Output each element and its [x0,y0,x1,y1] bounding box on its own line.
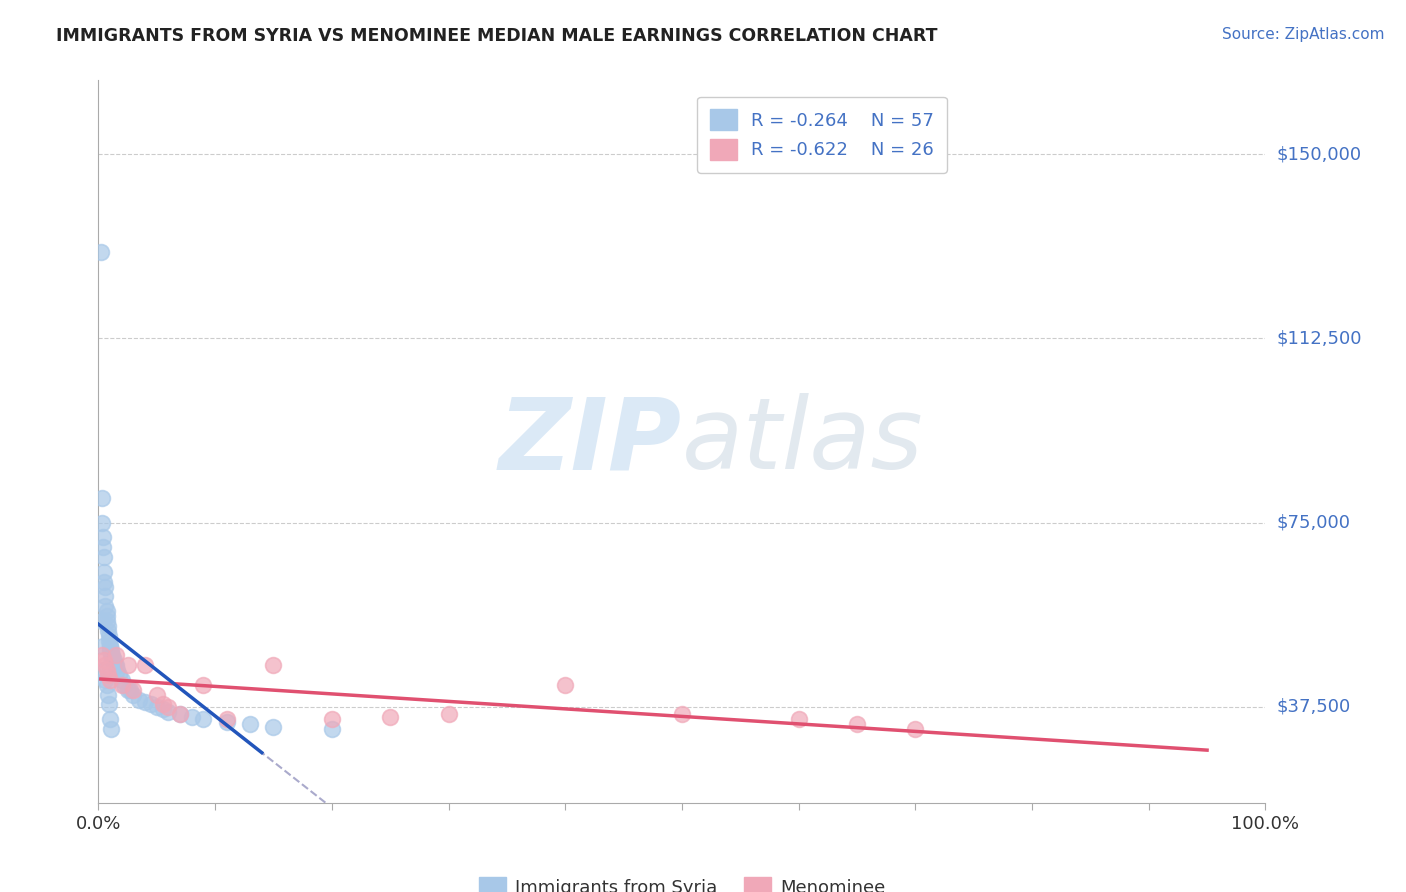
Point [93,663,115,677]
Point [100,722,122,736]
Point [157,700,180,714]
Text: IMMIGRANTS FROM SYRIA VS MENOMINEE MEDIAN MALE EARNINGS CORRELATION CHART: IMMIGRANTS FROM SYRIA VS MENOMINEE MEDIA… [56,27,938,45]
Point [96,663,118,677]
Point [98,639,121,653]
Point [262,720,284,734]
Point [193,712,215,726]
Text: atlas: atlas [682,393,924,490]
Text: $112,500: $112,500 [1277,329,1362,347]
Point [93,549,115,564]
Point [262,658,284,673]
Point [98,712,121,726]
Point [97,688,120,702]
Point [169,707,191,722]
Point [118,682,141,697]
Point [139,698,162,712]
Point [100,648,122,663]
Point [90,648,112,663]
Point [146,700,169,714]
Point [180,710,202,724]
Point [91,530,114,544]
Point [111,673,134,687]
Point [98,673,121,687]
Text: $150,000: $150,000 [1277,145,1361,163]
Point [101,653,124,667]
Point [93,653,115,667]
Point [97,619,120,633]
Point [90,245,112,260]
Point [193,678,215,692]
Point [97,668,120,682]
Point [671,707,693,722]
Point [134,695,156,709]
Point [98,639,121,653]
Point [111,678,134,692]
Point [437,707,460,722]
Point [117,682,139,697]
Point [90,491,112,505]
Point [105,663,128,677]
Point [122,682,145,697]
Point [554,678,576,692]
Point [215,712,238,726]
Point [96,604,118,618]
Point [104,648,127,663]
Point [128,692,150,706]
Point [104,658,127,673]
Point [97,698,120,712]
Point [100,643,122,657]
Point [380,710,402,724]
Point [146,688,169,702]
Point [846,717,869,731]
Point [90,516,112,530]
Point [215,714,238,729]
Point [91,639,114,653]
Text: $37,500: $37,500 [1277,698,1351,716]
Point [321,712,343,726]
Point [97,633,120,648]
Point [103,653,125,667]
Point [94,658,117,673]
Point [239,717,262,731]
Point [112,678,135,692]
Point [108,668,131,682]
Point [904,722,927,736]
Point [93,565,115,579]
Point [787,712,810,726]
Point [321,722,343,736]
Point [134,658,156,673]
Point [94,673,117,687]
Point [96,609,118,624]
Text: $75,000: $75,000 [1277,514,1351,532]
Point [122,688,145,702]
Point [152,702,174,716]
Text: Source: ZipAtlas.com: Source: ZipAtlas.com [1222,27,1385,42]
Point [94,590,117,604]
Point [94,580,117,594]
Point [94,599,117,614]
Point [101,648,124,663]
Point [117,658,139,673]
Point [157,705,180,719]
Point [152,698,174,712]
Point [90,614,112,628]
Point [98,643,121,657]
Point [169,707,191,722]
Legend: R = -0.264    N = 57, R = -0.622    N = 26: R = -0.264 N = 57, R = -0.622 N = 26 [697,96,946,172]
Text: ZIP: ZIP [499,393,682,490]
Point [93,574,115,589]
Point [91,540,114,554]
Point [96,678,118,692]
Point [97,624,120,638]
Point [96,614,118,628]
Point [104,658,127,673]
Point [97,629,120,643]
